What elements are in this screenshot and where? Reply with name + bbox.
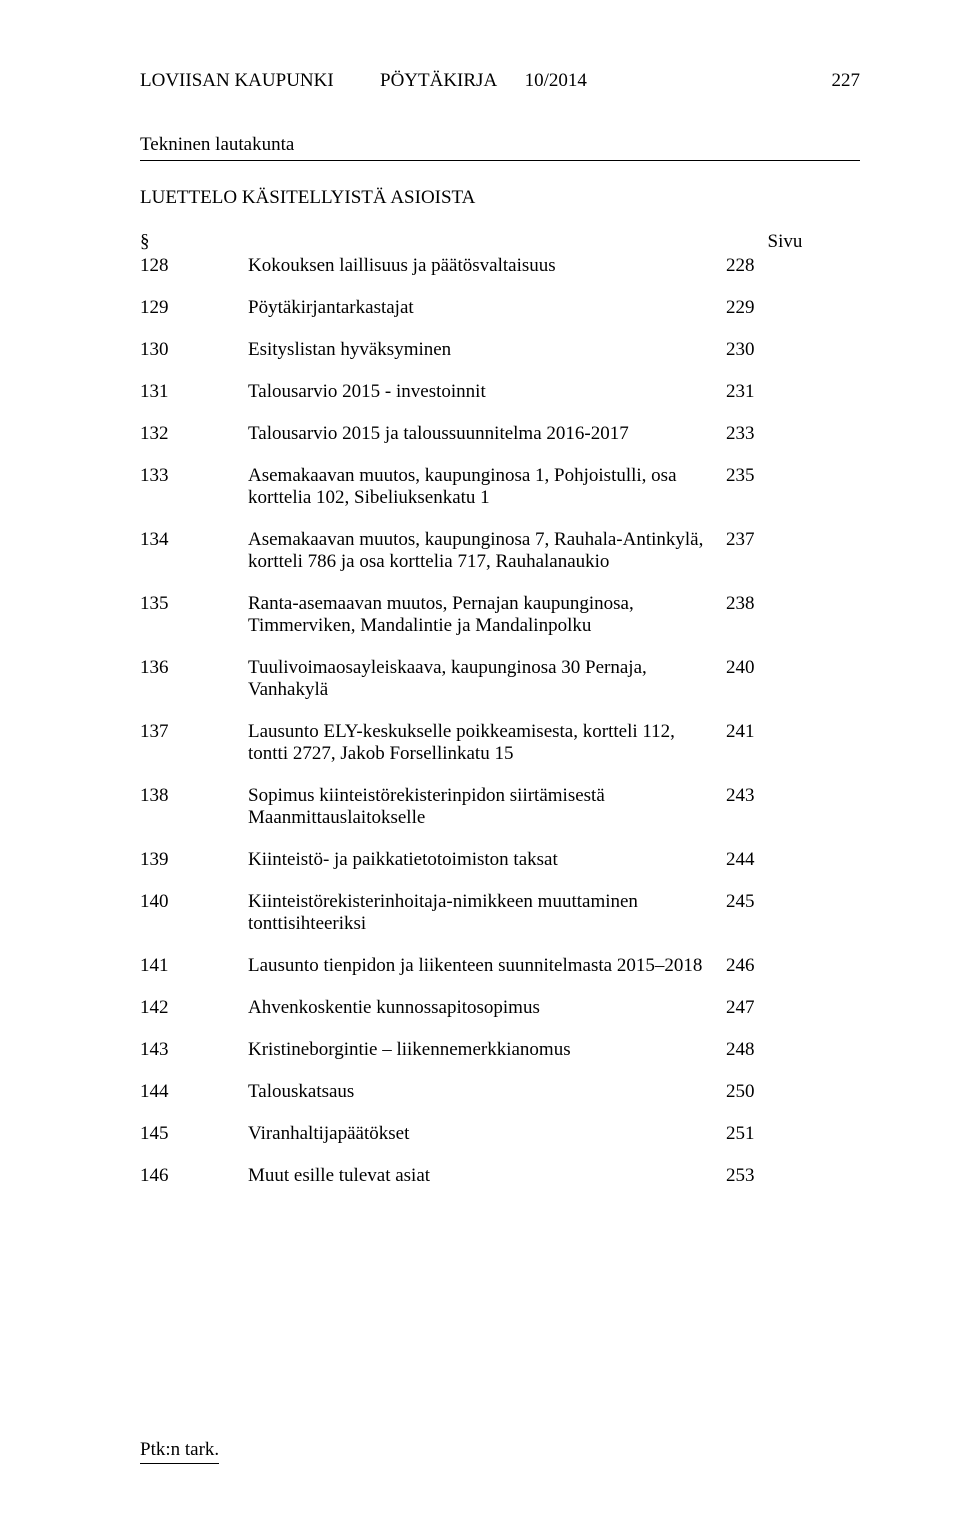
toc-entry-number: 140 [140, 891, 248, 913]
toc-row: 136Tuulivoimaosayleiskaava, kaupunginosa… [140, 657, 860, 701]
toc-entry-number: 145 [140, 1123, 248, 1145]
toc-entry-number: 139 [140, 849, 248, 871]
toc-entry-page: 245 [726, 891, 776, 913]
toc-row: 143Kristineborgintie – liikennemerkkiano… [140, 1039, 860, 1061]
toc-entry-number: 134 [140, 529, 248, 551]
toc-entry-title: Kiinteistö- ja paikkatietotoimiston taks… [248, 849, 726, 871]
toc-entry-title: Kiinteistörekisterinhoitaja-nimikkeen mu… [248, 891, 726, 935]
toc-entry-page: 233 [726, 423, 776, 445]
toc-entry-page: 247 [726, 997, 776, 1019]
toc-entry-title: Talousarvio 2015 ja taloussuunnitelma 20… [248, 423, 726, 445]
toc-entry-number: 135 [140, 593, 248, 615]
toc-row: 130Esityslistan hyväksyminen230 [140, 339, 860, 361]
header-doc-type: PÖYTÄKIRJA 10/2014 [380, 70, 620, 92]
toc-row: 144Talouskatsaus250 [140, 1081, 860, 1103]
toc-entry-title: Esityslistan hyväksyminen [248, 339, 726, 361]
toc-entry-page: 230 [726, 339, 776, 361]
toc-entry-page: 246 [726, 955, 776, 977]
toc-row: 131Talousarvio 2015 - investoinnit231 [140, 381, 860, 403]
toc-entry-number: 146 [140, 1165, 248, 1187]
toc-row: 133Asemakaavan muutos, kaupunginosa 1, P… [140, 465, 860, 509]
toc-entry-number: 137 [140, 721, 248, 743]
toc-entry-page: 229 [726, 297, 776, 319]
header-page-num: 227 [620, 70, 860, 92]
toc-entry-number: 130 [140, 339, 248, 361]
toc-entry-title: Viranhaltijapäätökset [248, 1123, 726, 1145]
toc-row: 146Muut esille tulevat asiat253 [140, 1165, 860, 1187]
toc-row: 129Pöytäkirjantarkastajat229 [140, 297, 860, 319]
header-row: LOVIISAN KAUPUNKI PÖYTÄKIRJA 10/2014 227 [140, 70, 860, 92]
toc-entry-page: 248 [726, 1039, 776, 1061]
toc-entry-number: 143 [140, 1039, 248, 1061]
toc-row: 138Sopimus kiinteistörekisterinpidon sii… [140, 785, 860, 829]
toc-entry-title: Muut esille tulevat asiat [248, 1165, 726, 1187]
toc-body: 128Kokouksen laillisuus ja päätösvaltais… [140, 255, 860, 1187]
page: LOVIISAN KAUPUNKI PÖYTÄKIRJA 10/2014 227… [0, 0, 960, 1514]
list-title: LUETTELO KÄSITELLYISTÄ ASIOISTA [140, 187, 860, 209]
toc: § Sivu 128Kokouksen laillisuus ja päätös… [140, 231, 860, 1187]
toc-entry-page: 241 [726, 721, 776, 743]
toc-row: 139Kiinteistö- ja paikkatietotoimiston t… [140, 849, 860, 871]
toc-entry-title: Kristineborgintie – liikennemerkkianomus [248, 1039, 726, 1061]
toc-entry-title: Lausunto tienpidon ja liikenteen suunnit… [248, 955, 726, 977]
toc-entry-title: Talouskatsaus [248, 1081, 726, 1103]
toc-entry-number: 133 [140, 465, 248, 487]
toc-entry-number: 132 [140, 423, 248, 445]
toc-entry-number: 128 [140, 255, 248, 277]
toc-entry-title: Talousarvio 2015 - investoinnit [248, 381, 726, 403]
toc-entry-title: Tuulivoimaosayleiskaava, kaupunginosa 30… [248, 657, 726, 701]
section-symbol: § [140, 231, 150, 253]
toc-entry-page: 237 [726, 529, 776, 551]
header-org: LOVIISAN KAUPUNKI [140, 70, 380, 92]
toc-entry-number: 129 [140, 297, 248, 319]
toc-row: 132Talousarvio 2015 ja taloussuunnitelma… [140, 423, 860, 445]
toc-entry-number: 136 [140, 657, 248, 679]
toc-entry-page: 235 [726, 465, 776, 487]
footer-note: Ptk:n tark. [140, 1439, 219, 1464]
toc-entry-number: 141 [140, 955, 248, 977]
toc-row: 140Kiinteistörekisterinhoitaja-nimikkeen… [140, 891, 860, 935]
toc-entry-number: 131 [140, 381, 248, 403]
toc-entry-title: Asemakaavan muutos, kaupunginosa 7, Rauh… [248, 529, 726, 573]
toc-entry-page: 244 [726, 849, 776, 871]
toc-entry-page: 228 [726, 255, 776, 277]
doc-num-text: 10/2014 [525, 70, 587, 91]
page-column-label: Sivu [768, 231, 803, 253]
toc-entry-title: Kokouksen laillisuus ja päätösvaltaisuus [248, 255, 726, 277]
toc-entry-page: 253 [726, 1165, 776, 1187]
toc-entry-page: 231 [726, 381, 776, 403]
toc-entry-page: 238 [726, 593, 776, 615]
toc-entry-title: Ranta-asemaavan muutos, Pernajan kaupung… [248, 593, 726, 637]
toc-entry-title: Asemakaavan muutos, kaupunginosa 1, Pohj… [248, 465, 726, 509]
doc-type-text: PÖYTÄKIRJA [380, 70, 496, 91]
toc-entry-number: 138 [140, 785, 248, 807]
toc-entry-title: Pöytäkirjantarkastajat [248, 297, 726, 319]
toc-entry-page: 243 [726, 785, 776, 807]
toc-entry-title: Sopimus kiinteistörekisterinpidon siirtä… [248, 785, 726, 829]
toc-row: 141Lausunto tienpidon ja liikenteen suun… [140, 955, 860, 977]
toc-row: 145Viranhaltijapäätökset251 [140, 1123, 860, 1145]
toc-entry-page: 250 [726, 1081, 776, 1103]
toc-header-row: § Sivu [140, 231, 860, 253]
toc-row: 134Asemakaavan muutos, kaupunginosa 7, R… [140, 529, 860, 573]
committee-name: Tekninen lautakunta [140, 134, 860, 161]
toc-entry-title: Ahvenkoskentie kunnossapitosopimus [248, 997, 726, 1019]
toc-entry-page: 240 [726, 657, 776, 679]
toc-row: 135Ranta-asemaavan muutos, Pernajan kaup… [140, 593, 860, 637]
toc-entry-title: Lausunto ELY-keskukselle poikkeamisesta,… [248, 721, 726, 765]
toc-entry-number: 142 [140, 997, 248, 1019]
toc-entry-page: 251 [726, 1123, 776, 1145]
toc-entry-number: 144 [140, 1081, 248, 1103]
toc-row: 142Ahvenkoskentie kunnossapitosopimus247 [140, 997, 860, 1019]
toc-row: 128Kokouksen laillisuus ja päätösvaltais… [140, 255, 860, 277]
toc-row: 137Lausunto ELY-keskukselle poikkeamises… [140, 721, 860, 765]
